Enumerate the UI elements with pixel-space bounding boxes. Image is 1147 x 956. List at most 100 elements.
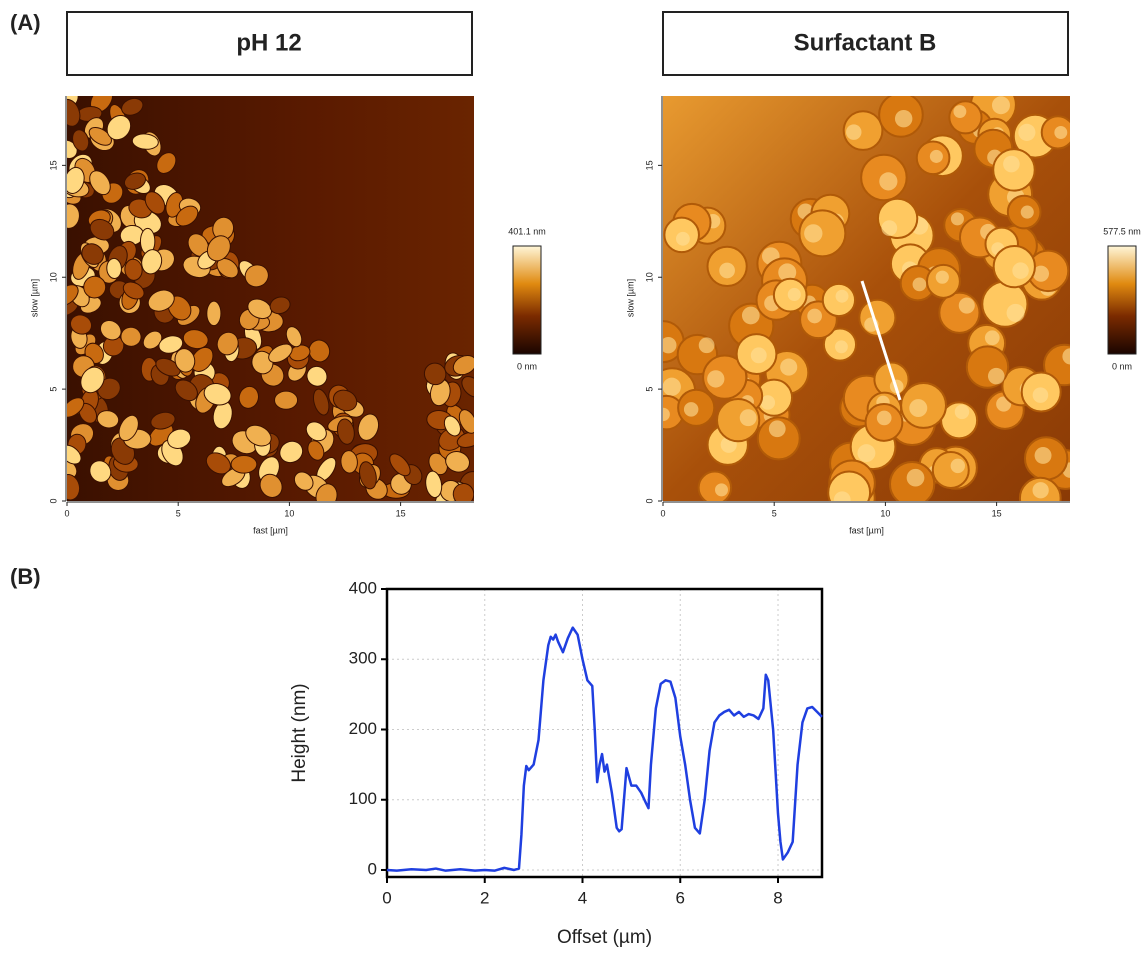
cell-texture: [663, 407, 670, 422]
colorbar-min-label: 0 nm: [517, 361, 537, 371]
cell: [190, 346, 214, 372]
cell: [158, 335, 184, 354]
cell: [268, 343, 293, 363]
cell: [873, 361, 910, 398]
cell-texture: [953, 105, 967, 118]
y-axis-label: slow [µm]: [29, 279, 39, 317]
cell: [67, 444, 82, 465]
cell-texture: [1018, 123, 1036, 141]
cell: [203, 383, 232, 406]
cell: [238, 385, 260, 409]
cell: [359, 461, 377, 490]
cell-texture: [1034, 447, 1052, 464]
x-tick-label: 10: [880, 508, 890, 518]
colorbar: [1107, 245, 1137, 355]
cell: [121, 97, 144, 116]
cell: [167, 428, 192, 449]
cell: [702, 354, 748, 400]
cell: [89, 218, 115, 241]
cell: [206, 235, 231, 262]
cell-texture: [1054, 126, 1068, 139]
cell: [315, 483, 338, 501]
cell-texture: [1062, 348, 1070, 365]
cell: [948, 100, 983, 135]
x-axis-label: fast [µm]: [253, 525, 288, 535]
cell: [340, 450, 358, 474]
cell: [89, 460, 112, 483]
cell: [67, 203, 80, 229]
cell-texture: [768, 420, 786, 438]
afm-image: [67, 96, 474, 501]
cell-texture: [954, 404, 970, 420]
y-tick-label: 10: [48, 272, 58, 282]
y-axis-label: Height (nm): [289, 683, 310, 782]
cell: [67, 397, 85, 418]
cell-texture: [876, 410, 892, 426]
cell-texture: [879, 172, 898, 191]
colorbar-min-label: 0 nm: [1112, 361, 1132, 371]
cell: [89, 170, 111, 196]
x-tick-label: 10: [284, 508, 294, 518]
cell: [452, 483, 474, 501]
cell: [67, 284, 79, 306]
plot-frame: [385, 587, 824, 879]
cell: [67, 98, 81, 127]
x-axis-label: Offset (µm): [557, 927, 652, 948]
cell: [99, 319, 122, 341]
cell-texture: [991, 96, 1010, 115]
y-tick-label: 300: [349, 649, 377, 668]
cell-texture: [1032, 387, 1049, 403]
cell-texture: [958, 297, 975, 314]
x-tick-label: 5: [176, 508, 181, 518]
cell-texture: [950, 212, 964, 226]
cell-texture: [846, 124, 862, 140]
cell: [293, 471, 314, 491]
cell-texture: [778, 263, 797, 282]
x-tick-label: 0: [660, 508, 665, 518]
cell: [425, 470, 443, 499]
cell: [96, 410, 120, 429]
cell-texture: [698, 337, 715, 354]
cell: [445, 451, 470, 473]
cell-texture: [741, 306, 760, 325]
cell-texture: [1003, 155, 1020, 173]
cell: [80, 366, 105, 394]
cell: [67, 139, 78, 159]
cell: [259, 473, 283, 498]
cell-texture: [807, 308, 822, 324]
cell: [452, 354, 474, 376]
cell-texture: [1032, 482, 1049, 499]
cell: [306, 365, 328, 387]
cell-texture: [719, 262, 735, 279]
cell-texture: [780, 358, 798, 376]
y-tick-label: 100: [349, 789, 377, 808]
cell: [120, 326, 142, 347]
cell: [124, 258, 143, 281]
x-tick-label: 0: [382, 888, 391, 907]
cell-texture: [834, 340, 848, 354]
cell-texture: [760, 395, 776, 410]
y-tick-label: 15: [644, 160, 654, 170]
y-axis-label: slow [µm]: [625, 279, 635, 317]
cell: [461, 376, 474, 398]
cell: [244, 264, 269, 288]
cell-texture: [1006, 303, 1025, 322]
cell: [756, 416, 801, 461]
colorbar: [512, 245, 542, 355]
cell: [144, 191, 166, 215]
y-tick-label: 5: [48, 387, 58, 392]
title-box: [662, 11, 1069, 76]
cell-texture: [787, 287, 801, 301]
cell: [269, 296, 291, 315]
cell-texture: [912, 277, 927, 292]
cell: [118, 414, 139, 442]
cell: [279, 440, 304, 464]
y-tick-label: 10: [644, 272, 654, 282]
cell-texture: [1020, 205, 1034, 219]
cell: [81, 243, 104, 265]
cell-texture: [857, 444, 876, 463]
cell: [274, 390, 299, 410]
x-tick-label: 2: [480, 888, 489, 907]
cell-texture: [909, 399, 928, 418]
x-axis-label: fast [µm]: [849, 525, 884, 535]
